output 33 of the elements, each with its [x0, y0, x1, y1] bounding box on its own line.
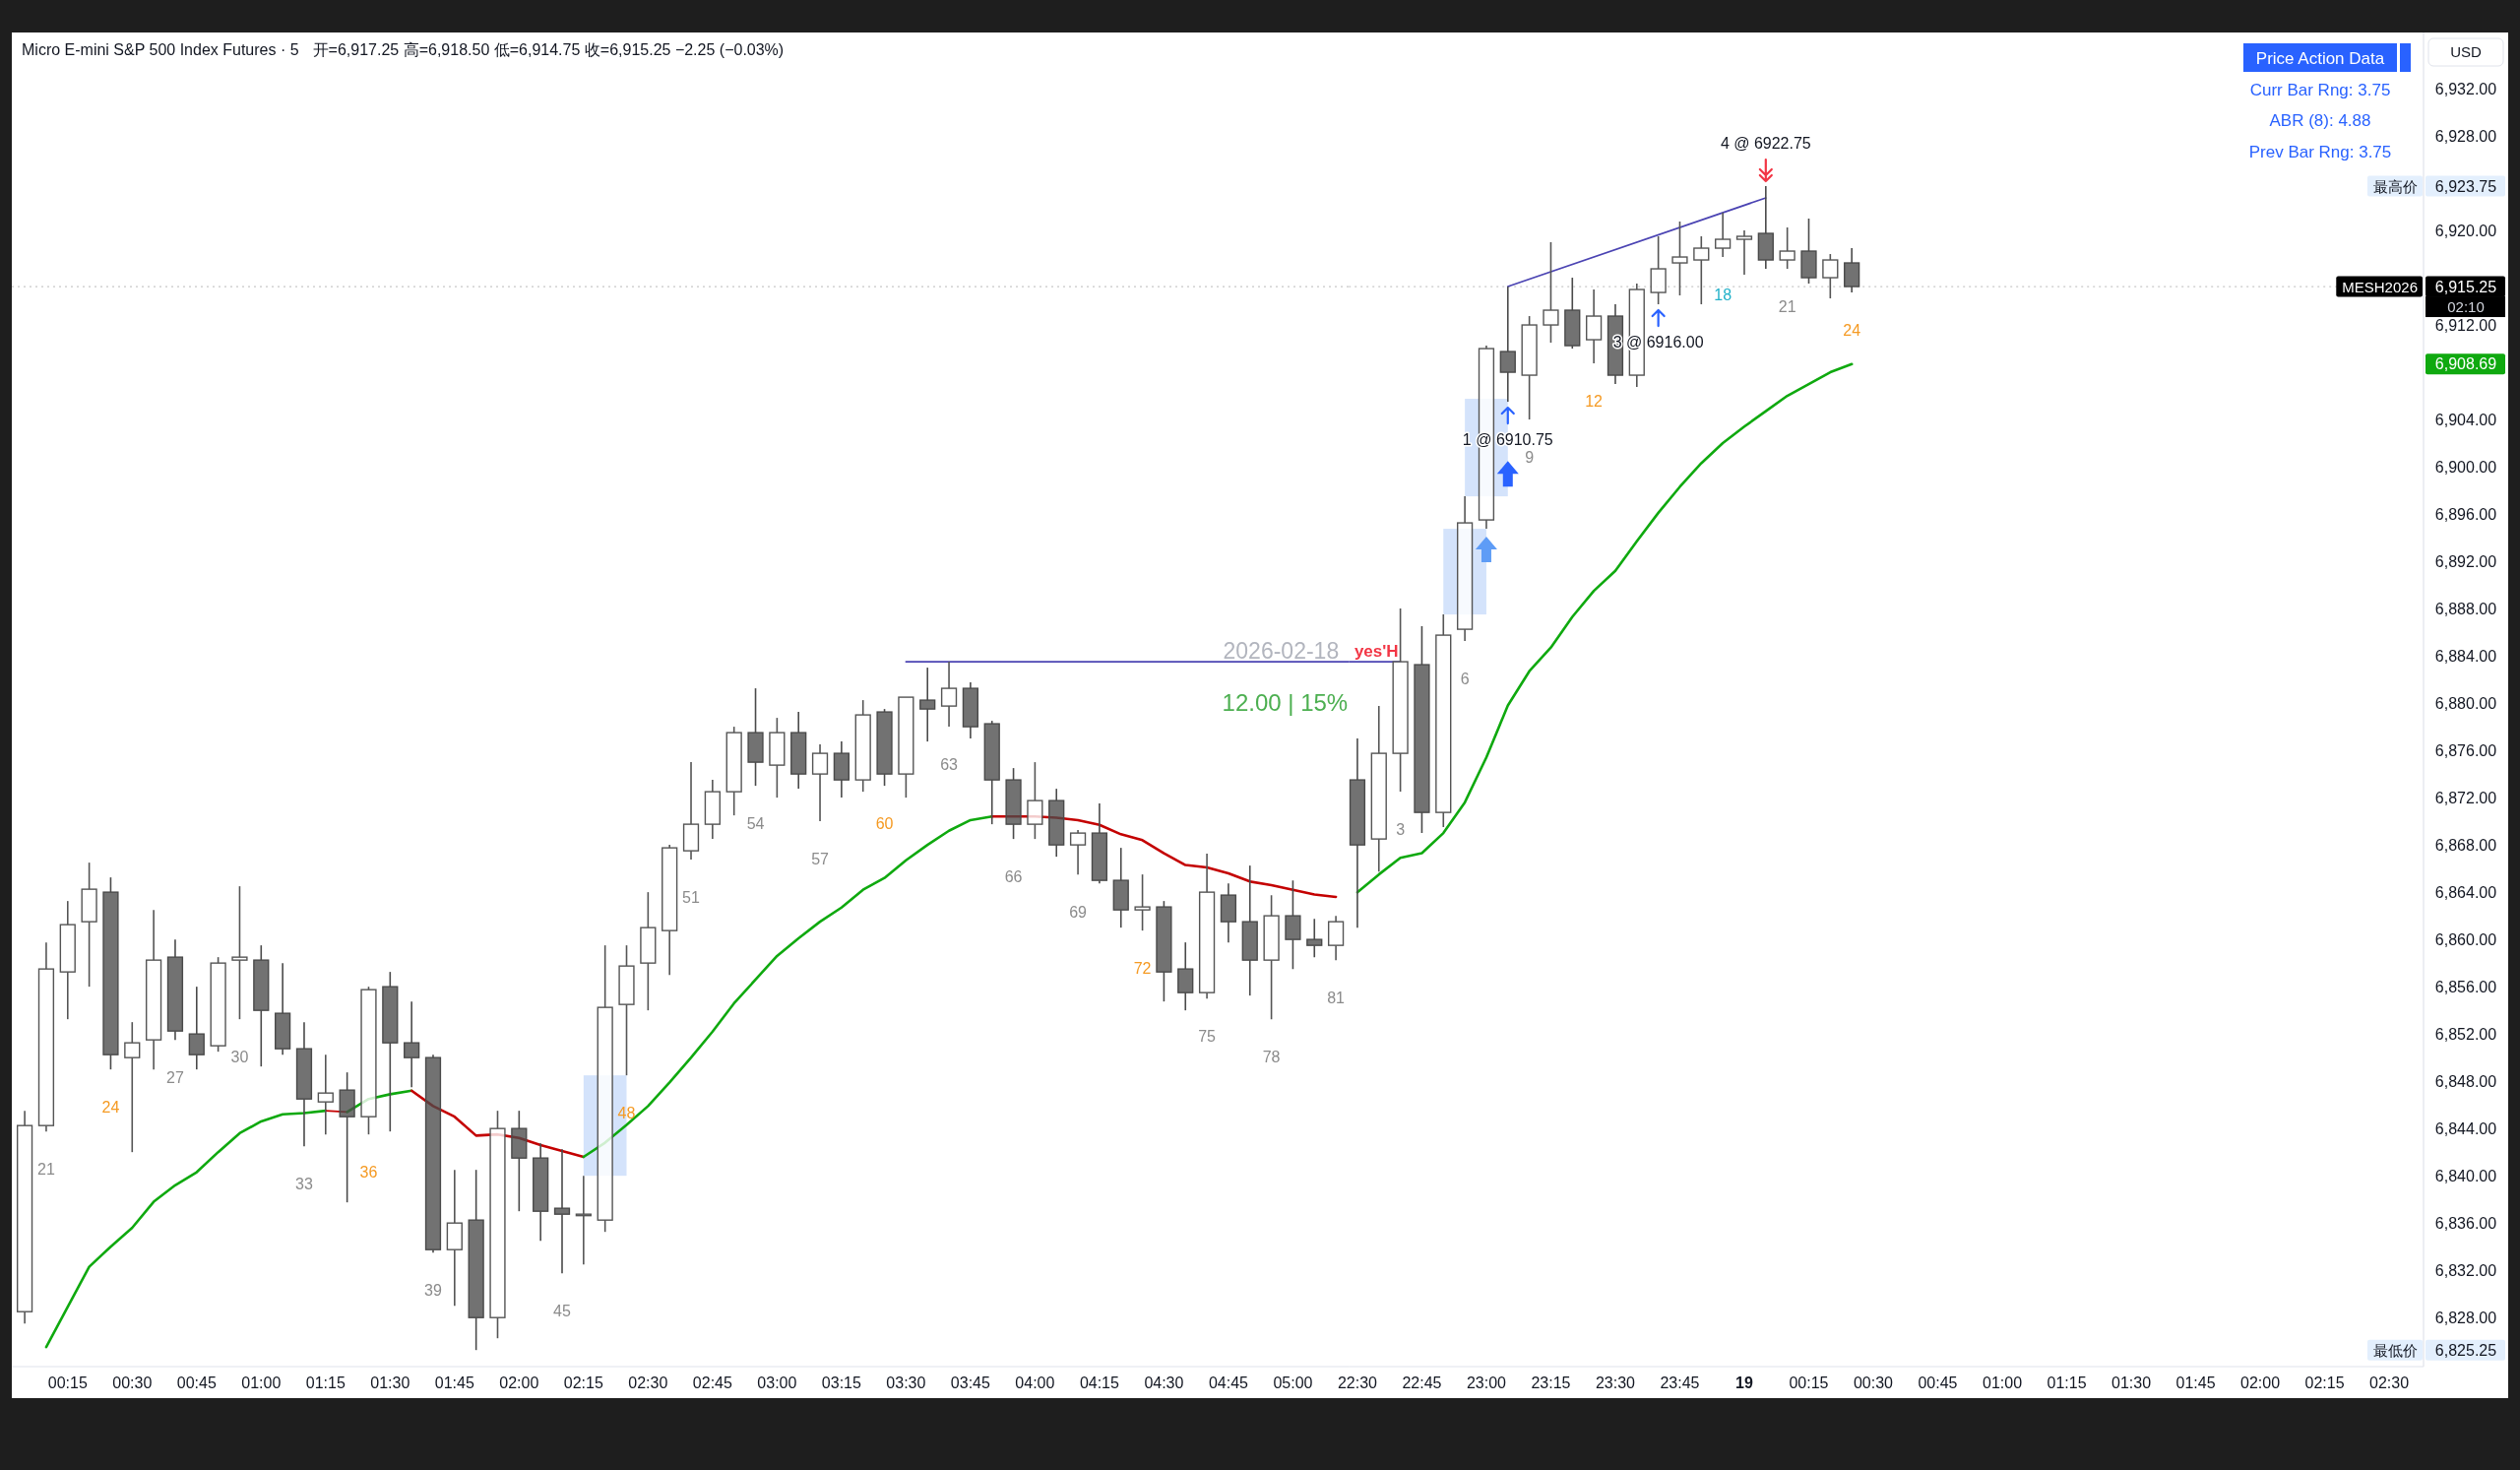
annotation: 63	[940, 755, 958, 773]
annotation: 27	[166, 1068, 184, 1086]
annotation: 21	[37, 1160, 55, 1178]
countdown: 02:10	[2447, 298, 2485, 316]
annotation: 57	[811, 850, 829, 867]
annotation: 33	[295, 1175, 313, 1192]
annotation: 75	[1198, 1027, 1216, 1045]
annotation: 9	[1525, 448, 1535, 466]
annotation: 72	[1133, 959, 1152, 977]
annotation: 21	[1778, 297, 1796, 315]
title: Micro E-mini S&P 500 Index Futures · 5	[22, 41, 299, 58]
annotation: 4 @ 6922.75	[1720, 134, 1811, 152]
annotation: 78	[1262, 1048, 1281, 1065]
annotation: 12	[1585, 392, 1604, 410]
annotation: 6	[1460, 670, 1470, 687]
annotation: 81	[1327, 989, 1345, 1006]
annotation: 3	[1396, 820, 1406, 838]
annotation: 12.00 | 15%	[1222, 688, 1349, 716]
annotation: 45	[553, 1302, 571, 1319]
annotation: 39	[424, 1281, 442, 1299]
subtitle: 开=6,917.25 高=6,918.50 低=6,914.75 收=6,915.25 −2.25 (−0.03%)	[312, 41, 785, 58]
annotation: 30	[230, 1048, 249, 1065]
annotation: 48	[617, 1104, 636, 1121]
annotation: 66	[1004, 867, 1023, 885]
annotation: 24	[101, 1098, 120, 1116]
annotation: 69	[1069, 903, 1087, 921]
annotation: 36	[359, 1163, 378, 1181]
annotation: 2026-02-18	[1223, 638, 1340, 665]
annotation: 60	[875, 814, 894, 832]
annotation: 18	[1714, 286, 1732, 303]
annotation: 24	[1843, 321, 1861, 339]
annotation: 54	[746, 814, 765, 832]
annotation: 51	[682, 888, 700, 906]
